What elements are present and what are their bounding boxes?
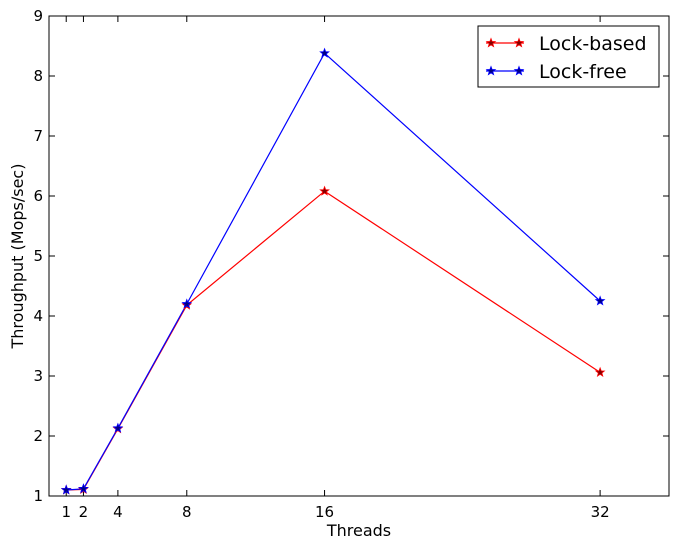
axis-ticks	[49, 15, 669, 497]
x-axis-label: Threads	[326, 521, 391, 540]
plot-area	[48, 15, 670, 497]
y-tick-label: 7	[33, 127, 43, 145]
y-tick-label: 3	[33, 367, 43, 385]
x-tick-label: 1	[61, 503, 71, 521]
data-point	[78, 483, 89, 494]
y-tick-label: 2	[33, 427, 43, 445]
legend-marker	[513, 65, 525, 76]
data-point	[60, 484, 72, 495]
x-tick-label: 4	[113, 503, 123, 521]
series-group	[60, 47, 606, 495]
y-tick-label: 8	[33, 67, 43, 85]
data-point	[319, 47, 330, 58]
data-point	[319, 185, 330, 196]
data-point	[181, 298, 193, 309]
x-tick-label: 16	[315, 503, 334, 521]
y-tick-label: 4	[33, 307, 43, 325]
legend-label: Lock-based	[539, 33, 647, 55]
legend-box	[477, 25, 660, 88]
legend-marker	[485, 37, 497, 48]
x-tick-label: 8	[182, 503, 192, 521]
x-tick-label: 2	[79, 503, 89, 521]
legend-marker	[513, 37, 525, 48]
x-tick-label: 32	[591, 503, 610, 521]
y-axis-label: Throughput (Mops/sec)	[8, 164, 27, 350]
y-tick-label: 6	[33, 187, 43, 205]
y-tick-label: 9	[33, 7, 43, 25]
data-point	[594, 366, 606, 377]
data-point	[112, 422, 124, 433]
legend-marker	[485, 65, 497, 76]
legend: Lock-based Lock-free	[477, 25, 660, 88]
y-tick-label: 1	[33, 487, 43, 505]
y-tick-label: 5	[33, 247, 43, 265]
legend-label: Lock-free	[539, 61, 627, 83]
data-point	[594, 295, 606, 306]
